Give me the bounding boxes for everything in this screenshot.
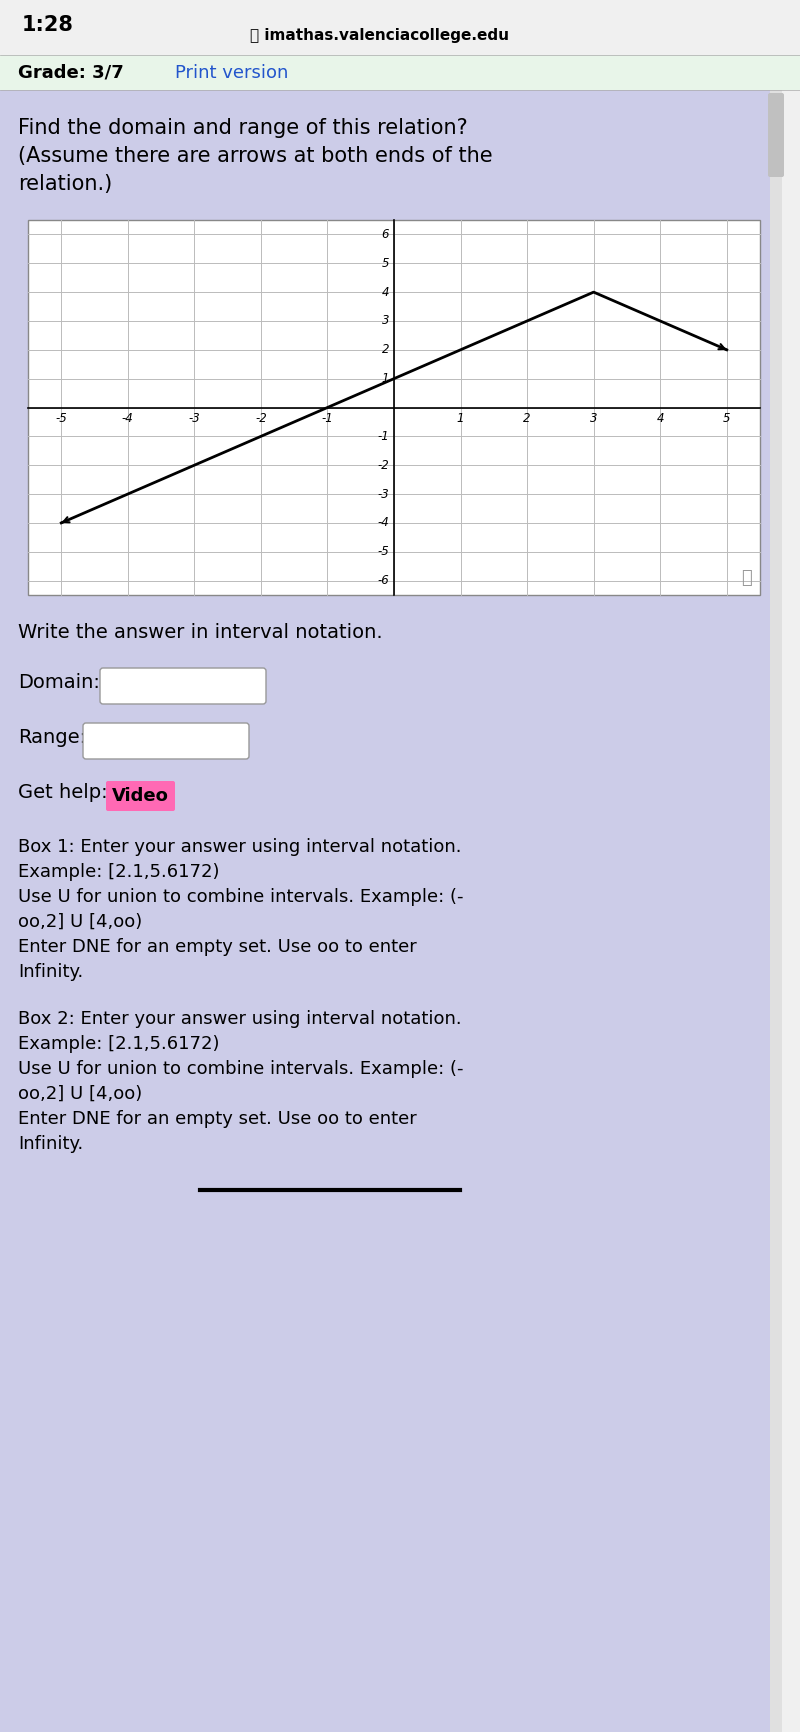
Text: -4: -4 bbox=[378, 516, 389, 530]
Text: 1: 1 bbox=[382, 372, 389, 385]
Text: Get help:: Get help: bbox=[18, 783, 108, 802]
FancyBboxPatch shape bbox=[106, 781, 175, 811]
FancyBboxPatch shape bbox=[770, 90, 782, 1732]
Text: 3: 3 bbox=[382, 315, 389, 327]
Text: -5: -5 bbox=[378, 546, 389, 558]
Text: Print version: Print version bbox=[175, 64, 288, 81]
Text: -2: -2 bbox=[378, 459, 389, 471]
FancyBboxPatch shape bbox=[83, 722, 249, 759]
FancyBboxPatch shape bbox=[0, 55, 800, 90]
Text: 3: 3 bbox=[590, 412, 598, 426]
Text: Enter DNE for an empty set. Use oo to enter: Enter DNE for an empty set. Use oo to en… bbox=[18, 939, 417, 956]
Text: Infinity.: Infinity. bbox=[18, 1134, 83, 1154]
Text: -6: -6 bbox=[378, 573, 389, 587]
Text: 2: 2 bbox=[382, 343, 389, 357]
Text: 5: 5 bbox=[382, 256, 389, 270]
Text: 2: 2 bbox=[523, 412, 531, 426]
Text: Write the answer in interval notation.: Write the answer in interval notation. bbox=[18, 624, 382, 643]
Text: Example: [2.1,5.6172): Example: [2.1,5.6172) bbox=[18, 863, 219, 882]
Text: -1: -1 bbox=[322, 412, 334, 426]
Text: -3: -3 bbox=[378, 487, 389, 501]
Text: Box 1: Enter your answer using interval notation.: Box 1: Enter your answer using interval … bbox=[18, 838, 462, 856]
Text: Grade: 3/7: Grade: 3/7 bbox=[18, 64, 124, 81]
Text: Box 2: Enter your answer using interval notation.: Box 2: Enter your answer using interval … bbox=[18, 1010, 462, 1029]
Text: (Assume there are arrows at both ends of the: (Assume there are arrows at both ends of… bbox=[18, 145, 493, 166]
Text: -2: -2 bbox=[255, 412, 266, 426]
Text: 🔍: 🔍 bbox=[742, 570, 752, 587]
Text: Range:: Range: bbox=[18, 727, 86, 746]
Text: -1: -1 bbox=[378, 430, 389, 443]
Text: 1: 1 bbox=[457, 412, 464, 426]
Text: Use U for union to combine intervals. Example: (-: Use U for union to combine intervals. Ex… bbox=[18, 889, 463, 906]
Text: 4: 4 bbox=[657, 412, 664, 426]
Text: Domain:: Domain: bbox=[18, 674, 100, 693]
Text: 6: 6 bbox=[382, 229, 389, 241]
Text: Enter DNE for an empty set. Use oo to enter: Enter DNE for an empty set. Use oo to en… bbox=[18, 1110, 417, 1128]
Text: Infinity.: Infinity. bbox=[18, 963, 83, 980]
Text: oo,2] U [4,oo): oo,2] U [4,oo) bbox=[18, 1084, 142, 1103]
FancyBboxPatch shape bbox=[100, 669, 266, 703]
Text: 4: 4 bbox=[382, 286, 389, 298]
Text: -4: -4 bbox=[122, 412, 134, 426]
Text: Find the domain and range of this relation?: Find the domain and range of this relati… bbox=[18, 118, 468, 139]
FancyBboxPatch shape bbox=[0, 90, 770, 1732]
FancyBboxPatch shape bbox=[0, 0, 800, 55]
Text: relation.): relation.) bbox=[18, 173, 112, 194]
FancyBboxPatch shape bbox=[768, 94, 784, 177]
Text: 5: 5 bbox=[723, 412, 730, 426]
Text: 1:28: 1:28 bbox=[22, 16, 74, 35]
Text: -5: -5 bbox=[55, 412, 67, 426]
Text: Video: Video bbox=[112, 786, 169, 805]
FancyBboxPatch shape bbox=[28, 220, 760, 596]
Text: Example: [2.1,5.6172): Example: [2.1,5.6172) bbox=[18, 1036, 219, 1053]
Text: 🔒 imathas.valenciacollege.edu: 🔒 imathas.valenciacollege.edu bbox=[250, 28, 509, 43]
Text: -3: -3 bbox=[189, 412, 200, 426]
Text: oo,2] U [4,oo): oo,2] U [4,oo) bbox=[18, 913, 142, 932]
Text: Use U for union to combine intervals. Example: (-: Use U for union to combine intervals. Ex… bbox=[18, 1060, 463, 1077]
